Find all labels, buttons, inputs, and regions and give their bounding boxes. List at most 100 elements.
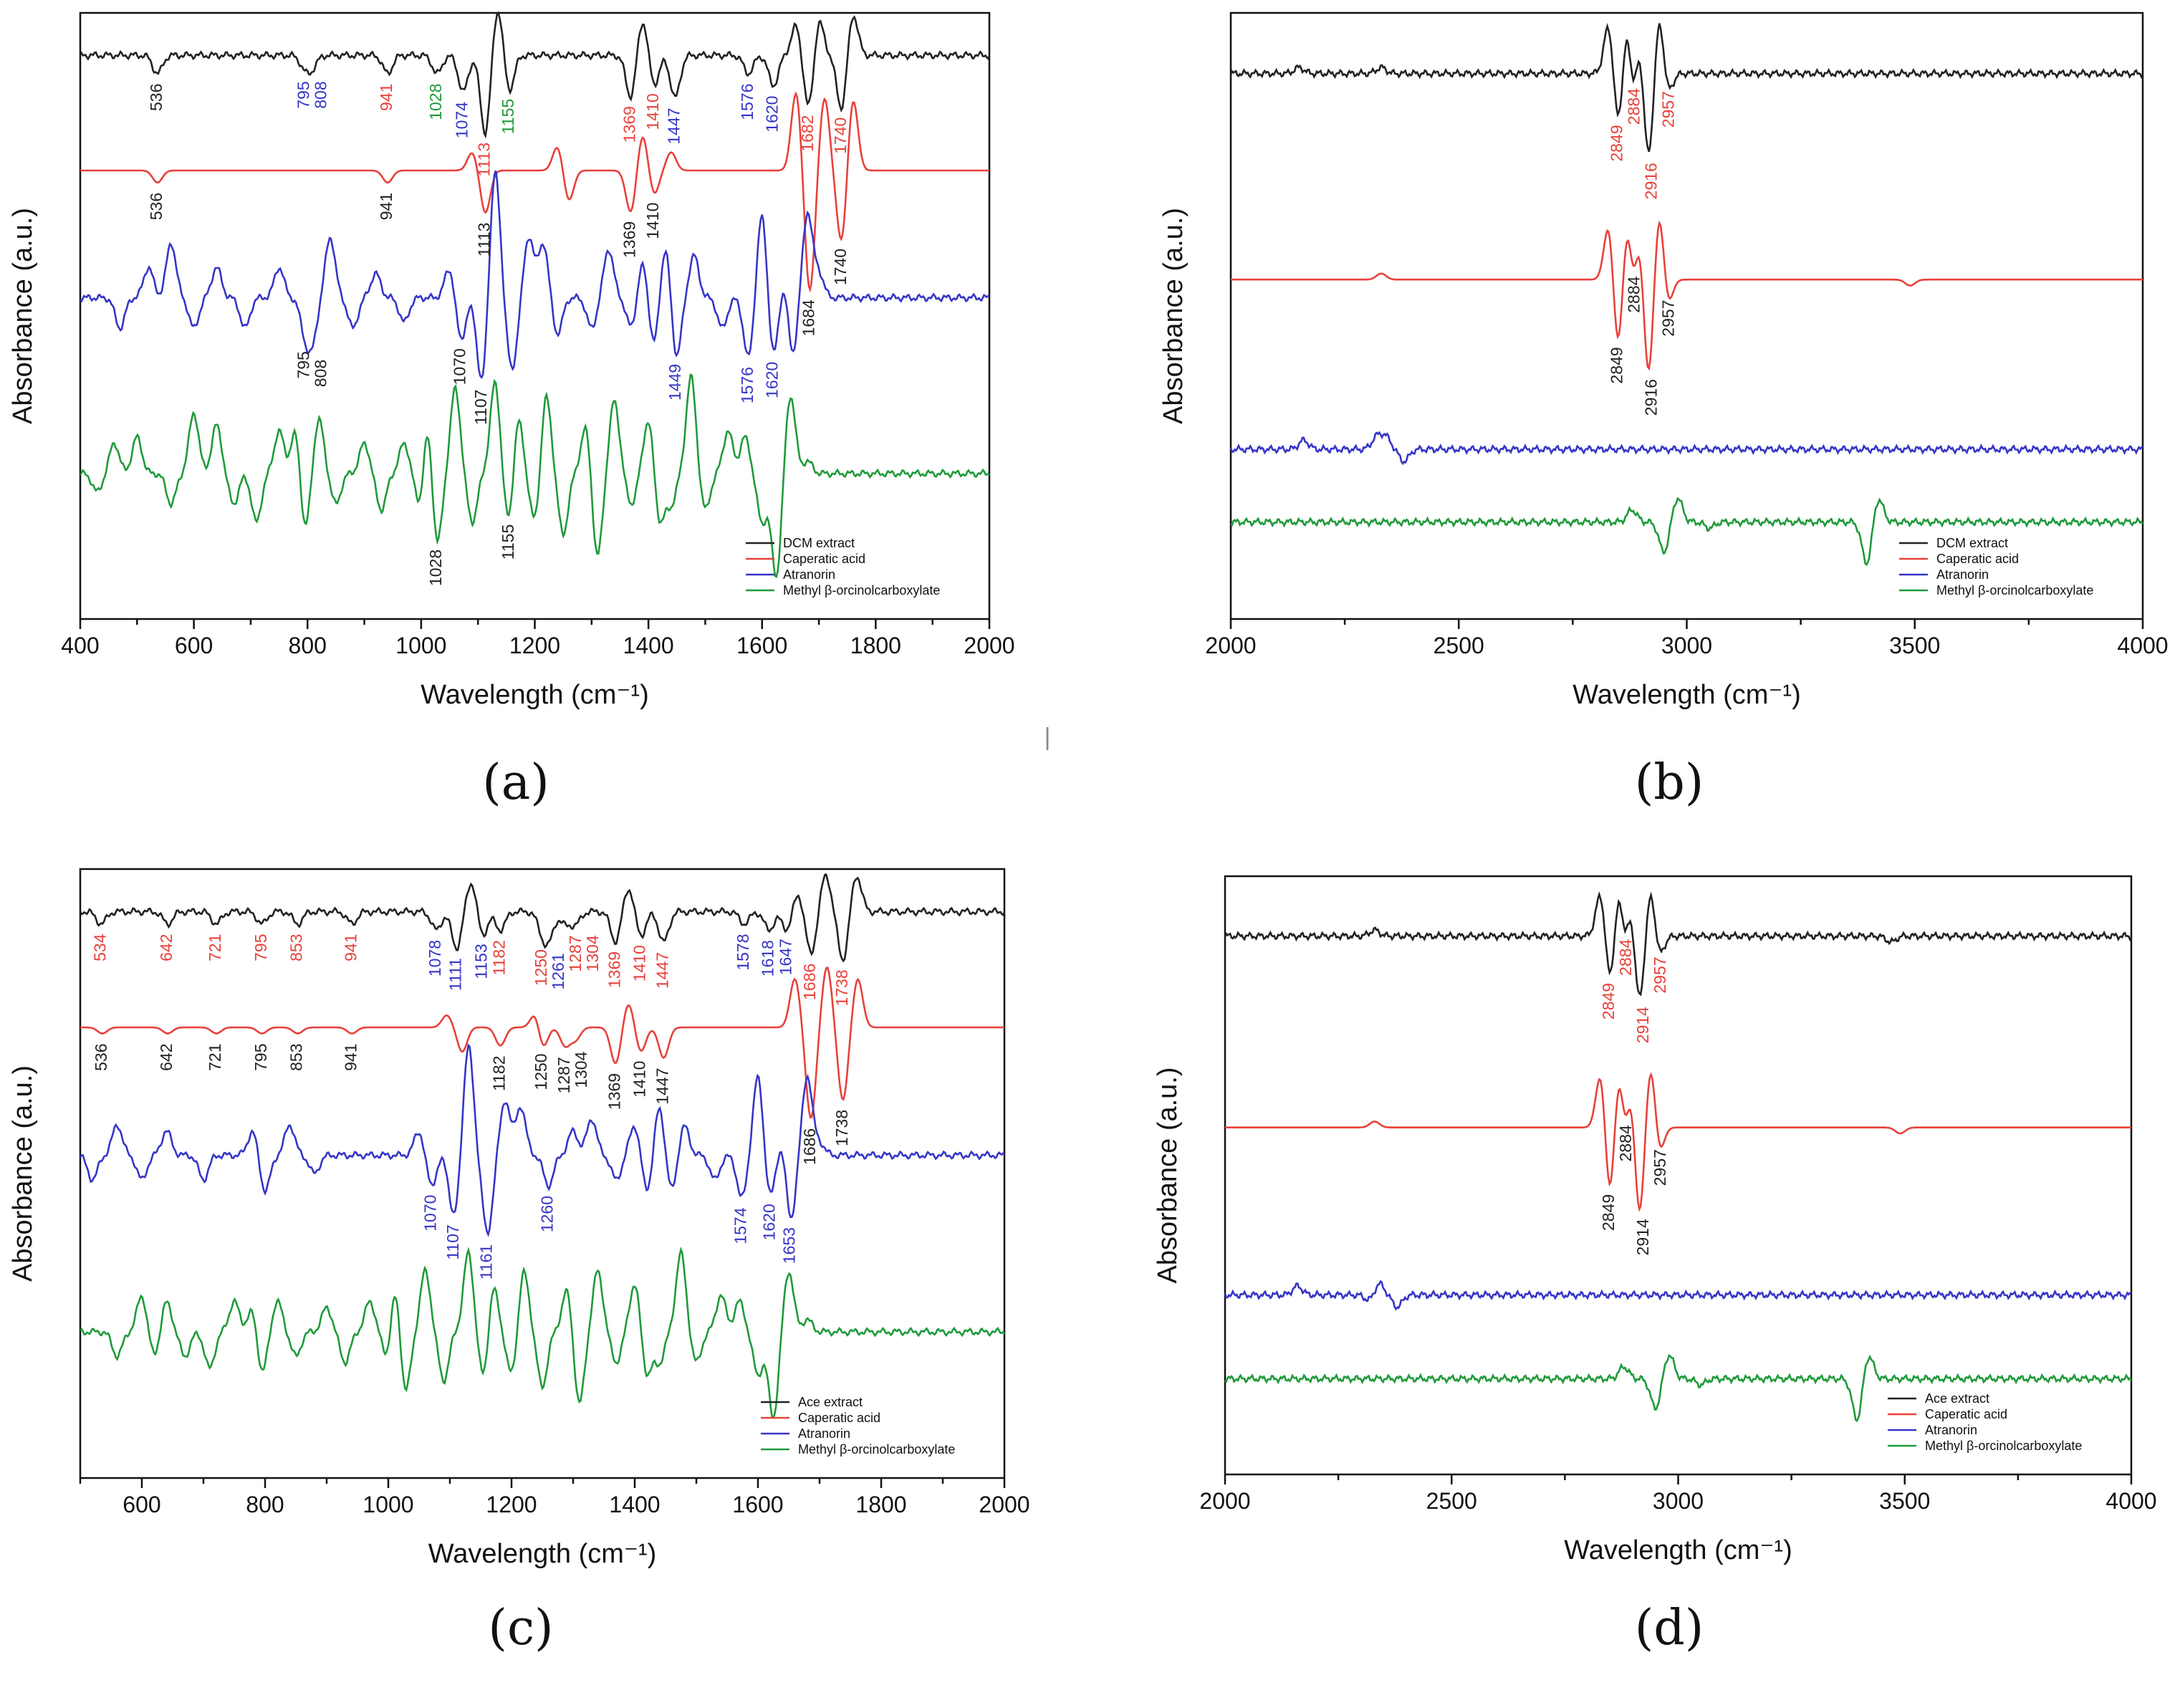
peak-label: 1738 — [832, 1110, 851, 1146]
peak-label: 1410 — [643, 203, 662, 239]
legend-label: Methyl β-orcinolcarboxylate — [1925, 1439, 2082, 1453]
peak-label: 1410 — [630, 1061, 649, 1098]
x-tick-label: 3500 — [1879, 1488, 1930, 1514]
x-tick-label: 400 — [61, 633, 99, 658]
peak-label: 642 — [157, 934, 176, 961]
peak-label: 1738 — [832, 969, 851, 1006]
peak-label: 1369 — [605, 951, 623, 988]
x-tick-label: 1600 — [736, 633, 787, 658]
x-tick-label: 4000 — [2105, 1488, 2156, 1514]
series-line-3 — [80, 170, 990, 380]
peak-label: 1740 — [831, 249, 850, 285]
peak-label: 2884 — [1624, 276, 1643, 312]
peak-label: 2849 — [1599, 983, 1618, 1019]
series-line-2 — [1225, 1072, 2131, 1212]
peak-label: 2916 — [1641, 379, 1660, 416]
peak-label: 1576 — [738, 84, 757, 120]
y-axis-label: Absorbance (a.u.) — [8, 1065, 38, 1282]
peak-label: 2916 — [1641, 163, 1660, 199]
peak-label: 853 — [287, 1044, 306, 1071]
x-axis-label: Wavelength (cm⁻¹) — [421, 680, 649, 710]
series-line-3 — [79, 1043, 1005, 1237]
peak-label: 1369 — [620, 221, 639, 258]
legend-label: Methyl β-orcinolcarboxylate — [798, 1442, 955, 1457]
series-line-3 — [1224, 1280, 2132, 1311]
peak-label: 795 — [251, 934, 270, 961]
legend-label: Caperatic acid — [783, 552, 865, 566]
chart-panel-b: 2000 2500 3000 3500 4000 Wavelength (cm⁻¹) Abs… — [1158, 11, 2169, 811]
plot-frame — [1224, 875, 2133, 1476]
x-tick-label: 2000 — [1205, 633, 1256, 658]
legend-label: Caperatic acid — [798, 1411, 880, 1425]
peak-label: 2957 — [1658, 91, 1677, 128]
peak-label: 1250 — [532, 1053, 550, 1090]
peak-label: 1107 — [443, 1224, 462, 1260]
legend-label: Atranorin — [783, 567, 835, 582]
plot-frame — [79, 868, 1006, 1479]
x-tick-label: 3500 — [1889, 633, 1940, 658]
series-line-2 — [1231, 220, 2143, 371]
x-tick-label: 4000 — [2117, 633, 2168, 658]
peak-label: 1620 — [759, 1204, 778, 1240]
peak-label: 1113 — [475, 143, 494, 177]
peak-label: 1684 — [799, 299, 817, 336]
panel-label: (a) — [482, 754, 549, 811]
x-tick-label: 1000 — [362, 1492, 413, 1517]
peak-label: 2914 — [1633, 1007, 1652, 1043]
peak-label: 536 — [147, 84, 165, 111]
peak-label: 1447 — [653, 952, 671, 989]
peak-label: 1261 — [549, 953, 567, 989]
divider-mark: | — [1045, 724, 1051, 751]
peak-label: 1028 — [426, 84, 445, 120]
x-tick-label: 800 — [246, 1492, 284, 1517]
panel-label: (b) — [1635, 754, 1704, 811]
peak-label: 1620 — [763, 96, 782, 133]
x-tick-label: 2500 — [1426, 1488, 1477, 1514]
peak-label: 642 — [157, 1044, 176, 1071]
legend-label: Atranorin — [1936, 567, 1989, 582]
peak-label: 2849 — [1607, 347, 1626, 383]
plot-frame — [1229, 11, 2144, 620]
peak-label: 1153 — [472, 944, 491, 979]
x-tick-label: 3000 — [1661, 633, 1712, 658]
peak-label: 1155 — [499, 99, 517, 134]
peak-label: 1304 — [572, 1051, 590, 1088]
x-tick-label: 2500 — [1434, 633, 1484, 658]
x-tick-label: 1200 — [486, 1492, 537, 1517]
peak-label: 1410 — [630, 945, 649, 982]
peak-label: 2957 — [1658, 300, 1677, 337]
series-line-4 — [1224, 1353, 2133, 1423]
x-tick-label: 3000 — [1653, 1488, 1704, 1514]
x-tick-label: 1400 — [609, 1492, 660, 1517]
legend: DCM extract Caperatic acidAtranorinMethyl… — [1899, 536, 2093, 598]
x-tick-label: 800 — [289, 633, 327, 658]
x-tick-label: 1800 — [855, 1492, 906, 1517]
panel-label: (c) — [488, 1600, 553, 1656]
series-line-4 — [1230, 496, 2144, 567]
peak-label: 534 — [90, 934, 109, 961]
peak-label: 1250 — [532, 949, 550, 986]
peak-label: 1620 — [763, 362, 782, 398]
x-tick-label: 2000 — [979, 1492, 1029, 1517]
x-tick-label: 1600 — [732, 1492, 783, 1517]
peak-label: 1682 — [798, 115, 817, 152]
peak-label: 1074 — [453, 102, 471, 138]
y-axis-label: Absorbance (a.u.) — [1158, 208, 1189, 424]
peak-label: 1447 — [653, 1068, 671, 1105]
peak-label: 1447 — [664, 107, 683, 144]
series-line-3 — [1229, 431, 2143, 466]
peak-label: 1576 — [738, 367, 757, 403]
peak-label: 2957 — [1651, 1149, 1669, 1186]
y-axis-label: Absorbance (a.u.) — [8, 208, 38, 424]
peak-label: 1028 — [426, 550, 445, 586]
peak-label: 853 — [287, 934, 306, 961]
legend-label: Caperatic acid — [1925, 1407, 2007, 1421]
peak-label: 1653 — [780, 1227, 799, 1264]
peak-label: 2849 — [1607, 125, 1626, 161]
peak-label: 1070 — [450, 348, 469, 385]
peak-label: 795 — [294, 351, 312, 378]
peak-label: 1107 — [471, 390, 490, 425]
peak-label: 2957 — [1651, 956, 1669, 993]
peak-label: 1369 — [620, 106, 639, 143]
series-line-1 — [79, 873, 1006, 963]
